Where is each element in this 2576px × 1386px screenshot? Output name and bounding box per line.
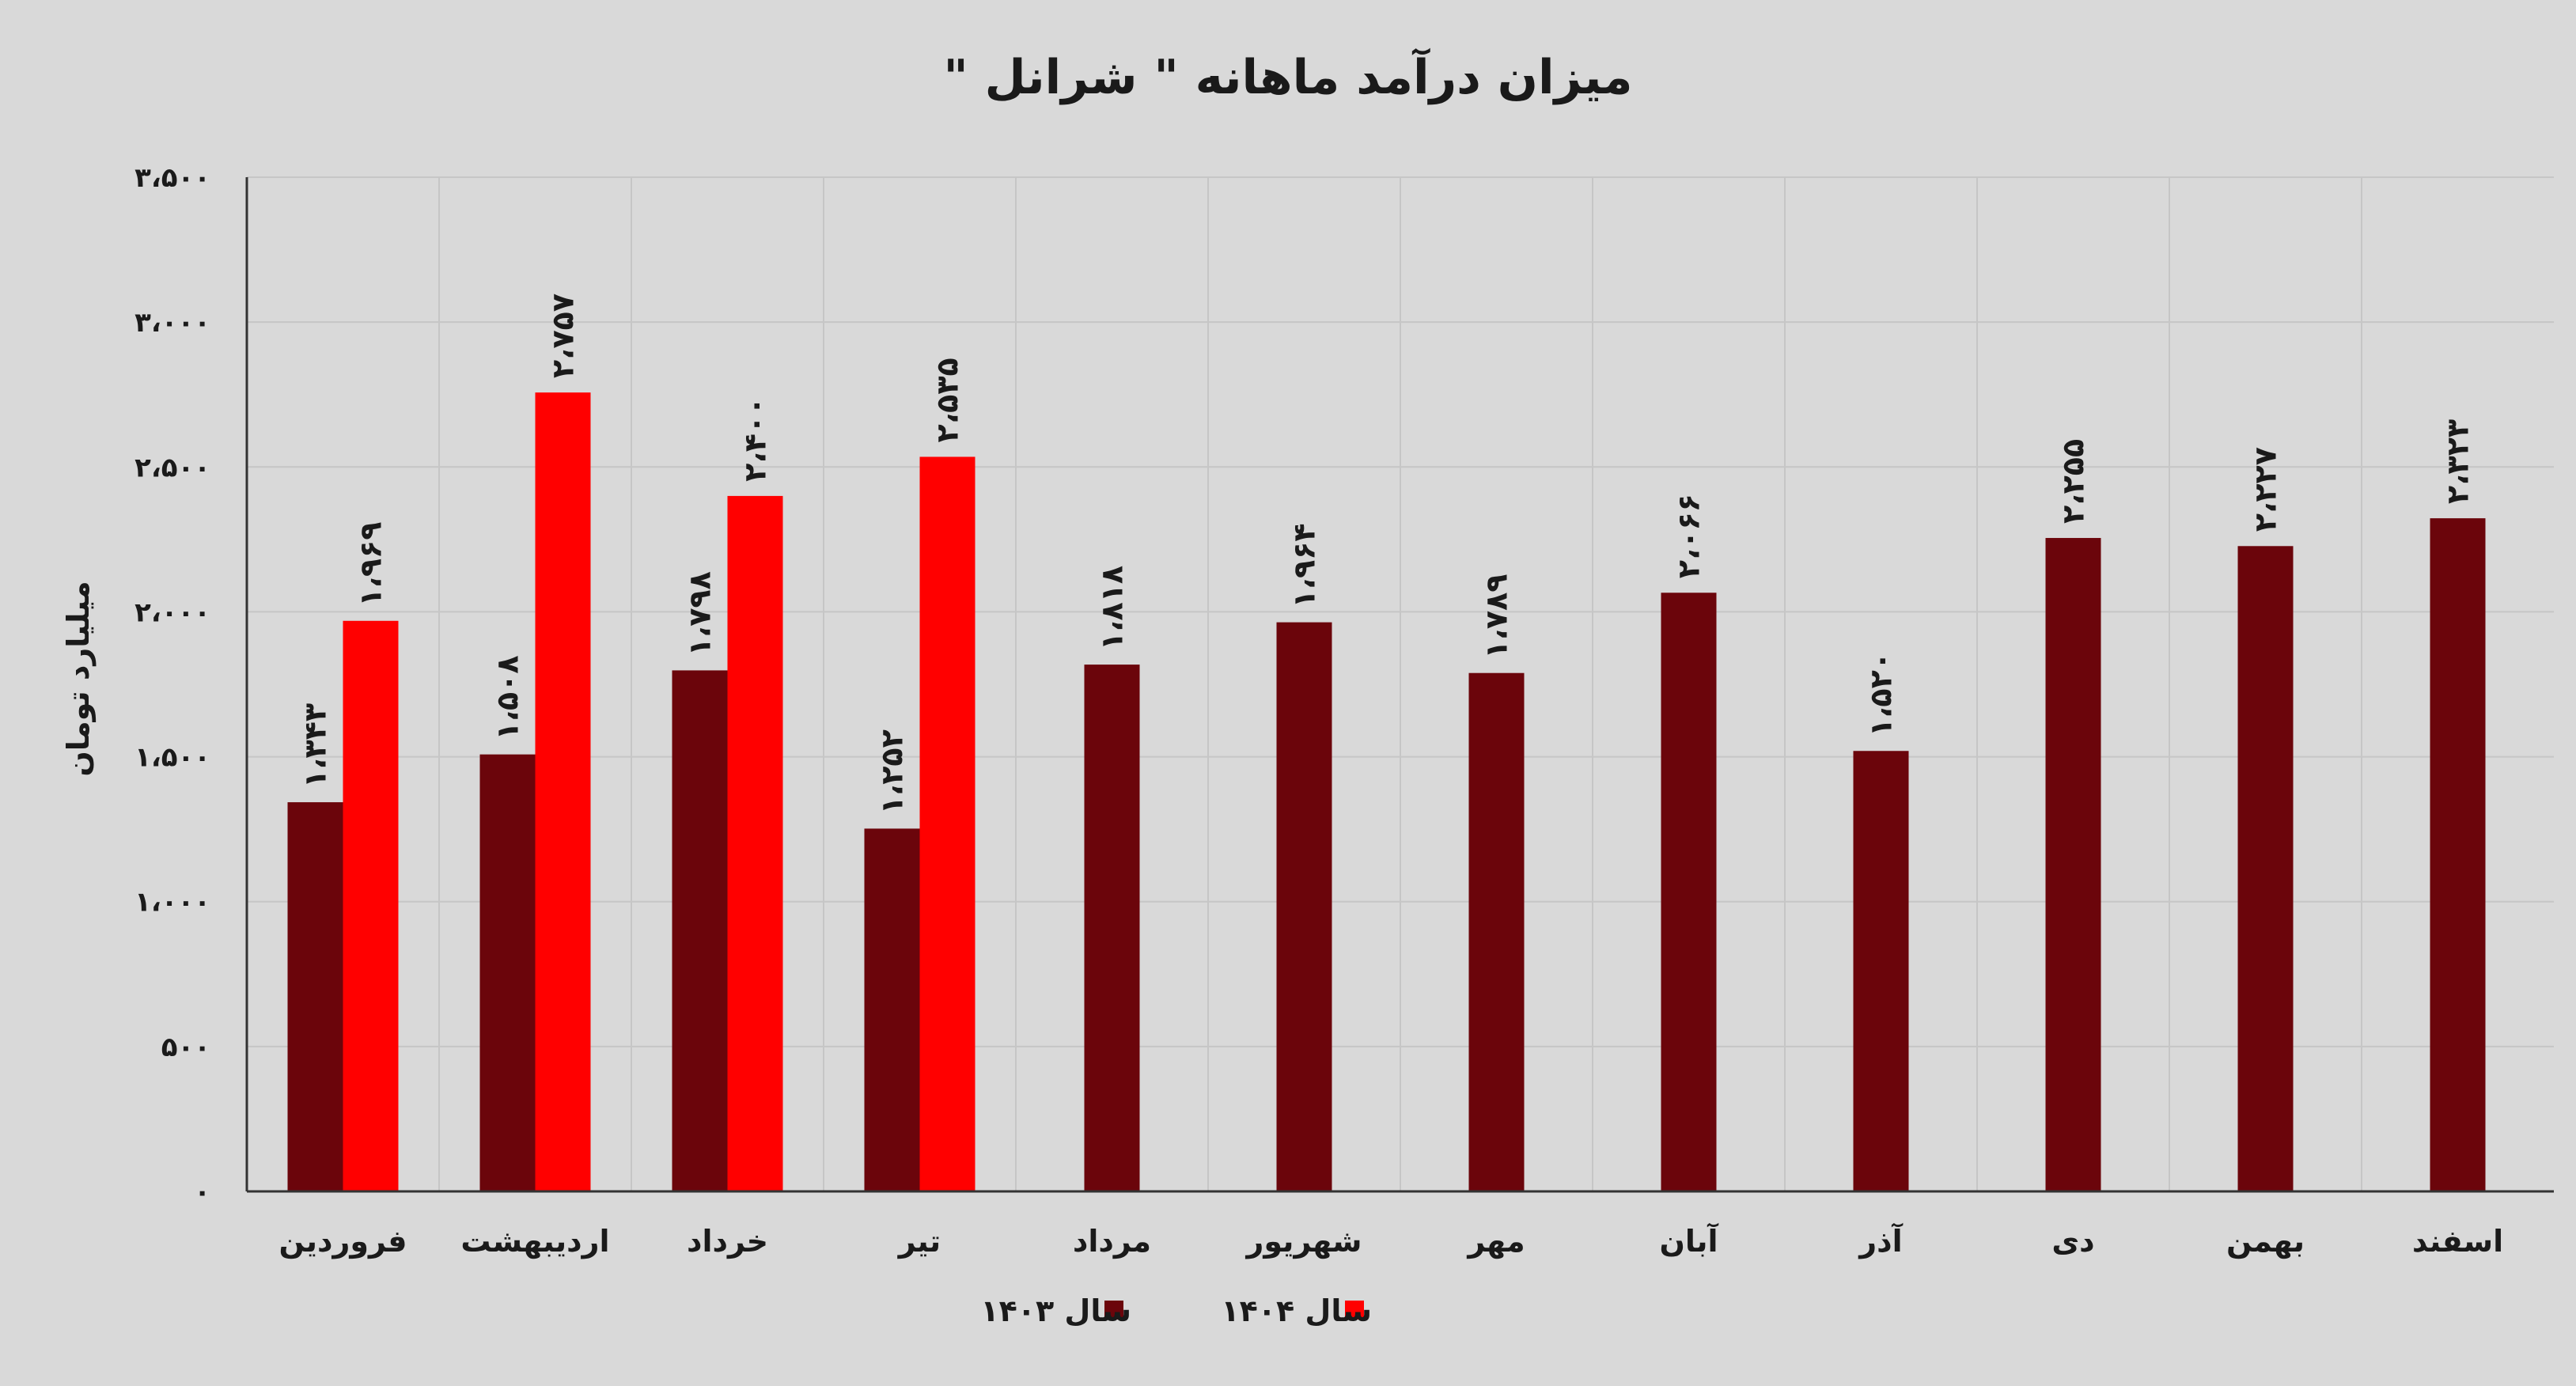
axes	[245, 177, 2554, 1193]
data-label: ۲،۷۵۷	[546, 293, 581, 378]
category-label: تیر	[897, 1224, 941, 1259]
y-tick-label: ۱،۵۰۰	[134, 742, 210, 774]
data-label: ۲،۰۶۶	[1672, 494, 1707, 578]
bar-1403	[287, 802, 343, 1191]
legend-label: سال ۱۴۰۳	[980, 1293, 1131, 1328]
data-label: ۲،۳۲۳	[2441, 419, 2476, 504]
category-label: شهریور	[1244, 1224, 1362, 1259]
data-label: ۱،۸۱۸	[1095, 566, 1130, 650]
bar-1403	[2045, 538, 2101, 1191]
chart-title: میزان درآمد ماهانه " شرانل "	[943, 47, 1632, 105]
bar-1403	[1276, 622, 1332, 1191]
category-label: اردیبهشت	[460, 1224, 609, 1259]
legend-swatch	[1104, 1301, 1123, 1320]
y-tick-label: ۳،۵۰۰	[134, 162, 210, 194]
category-label: خرداد	[687, 1224, 768, 1259]
data-label: ۲،۲۵۵	[2056, 439, 2091, 524]
data-label: ۲،۴۰۰	[738, 397, 773, 482]
category-label: دی	[2051, 1224, 2094, 1259]
data-label: ۲،۲۲۷	[2248, 447, 2283, 532]
y-axis-ticks: ۰ ۵۰۰ ۱،۰۰۰ ۱،۵۰۰ ۲،۰۰۰ ۲،۵۰۰ ۳،۰۰۰ ۳،۵۰۰	[134, 162, 210, 1208]
y-tick-label: ۲،۰۰۰	[134, 596, 210, 628]
bar-1403	[864, 828, 920, 1191]
legend-label: سال ۱۴۰۴	[1221, 1293, 1372, 1328]
bar-1403	[2237, 546, 2294, 1191]
y-tick-label: ۰	[194, 1176, 210, 1208]
bar-1403	[672, 670, 728, 1191]
data-label: ۱،۲۵۲	[875, 729, 910, 814]
category-label: آبان	[1660, 1222, 1719, 1259]
bar-1403	[479, 754, 536, 1191]
data-label: ۱،۹۶۴	[1287, 523, 1322, 608]
data-label: ۱،۵۲۰	[1864, 652, 1899, 737]
data-labels: ۱،۳۴۳ ۱،۹۶۹ ۱،۵۰۸ ۲،۷۵۷ ۱،۷۹۸ ۲،۴۰۰ ۱،۲۵۲ ۲،۵۳۵…	[298, 293, 2476, 814]
bar-1403	[1084, 665, 1140, 1191]
legend: سال ۱۴۰۳ سال ۱۴۰۴	[980, 1293, 1372, 1328]
data-label: ۱،۷۸۹	[1479, 574, 1514, 658]
legend-swatch	[1345, 1301, 1364, 1320]
category-label: مرداد	[1073, 1224, 1151, 1259]
data-label: ۱،۷۹۸	[683, 571, 718, 656]
y-tick-label: ۵۰۰	[161, 1032, 210, 1063]
category-label: بهمن	[2226, 1224, 2305, 1259]
gridlines	[247, 176, 2554, 1192]
y-tick-label: ۳،۰۰۰	[134, 307, 210, 339]
data-label: ۱،۹۶۹	[354, 522, 388, 607]
category-label: اسفند	[2412, 1224, 2503, 1259]
bar-1404	[919, 456, 975, 1191]
data-label: ۱،۵۰۸	[491, 655, 525, 740]
bar-1404	[343, 620, 399, 1191]
y-axis-label: میلیارد تومان	[61, 581, 96, 776]
bar-1404	[535, 392, 591, 1192]
bar-1403	[1661, 593, 1717, 1191]
data-label: ۲،۵۳۵	[930, 358, 965, 442]
category-labels: فروردین اردیبهشت خرداد تیر مرداد شهریور مهر آبا…	[279, 1222, 2504, 1259]
data-label: ۱،۳۴۳	[298, 703, 333, 788]
bar-1403	[2430, 518, 2486, 1191]
category-label: آذر	[1858, 1222, 1903, 1259]
category-label: فروردین	[279, 1224, 407, 1259]
category-label: مهر	[1466, 1224, 1525, 1259]
y-tick-label: ۱،۰۰۰	[134, 887, 210, 918]
bars	[287, 392, 2486, 1192]
y-tick-label: ۲،۵۰۰	[134, 452, 210, 483]
bar-1404	[727, 495, 783, 1191]
bar-1403	[1853, 751, 1909, 1191]
bar-1403	[1468, 672, 1525, 1191]
